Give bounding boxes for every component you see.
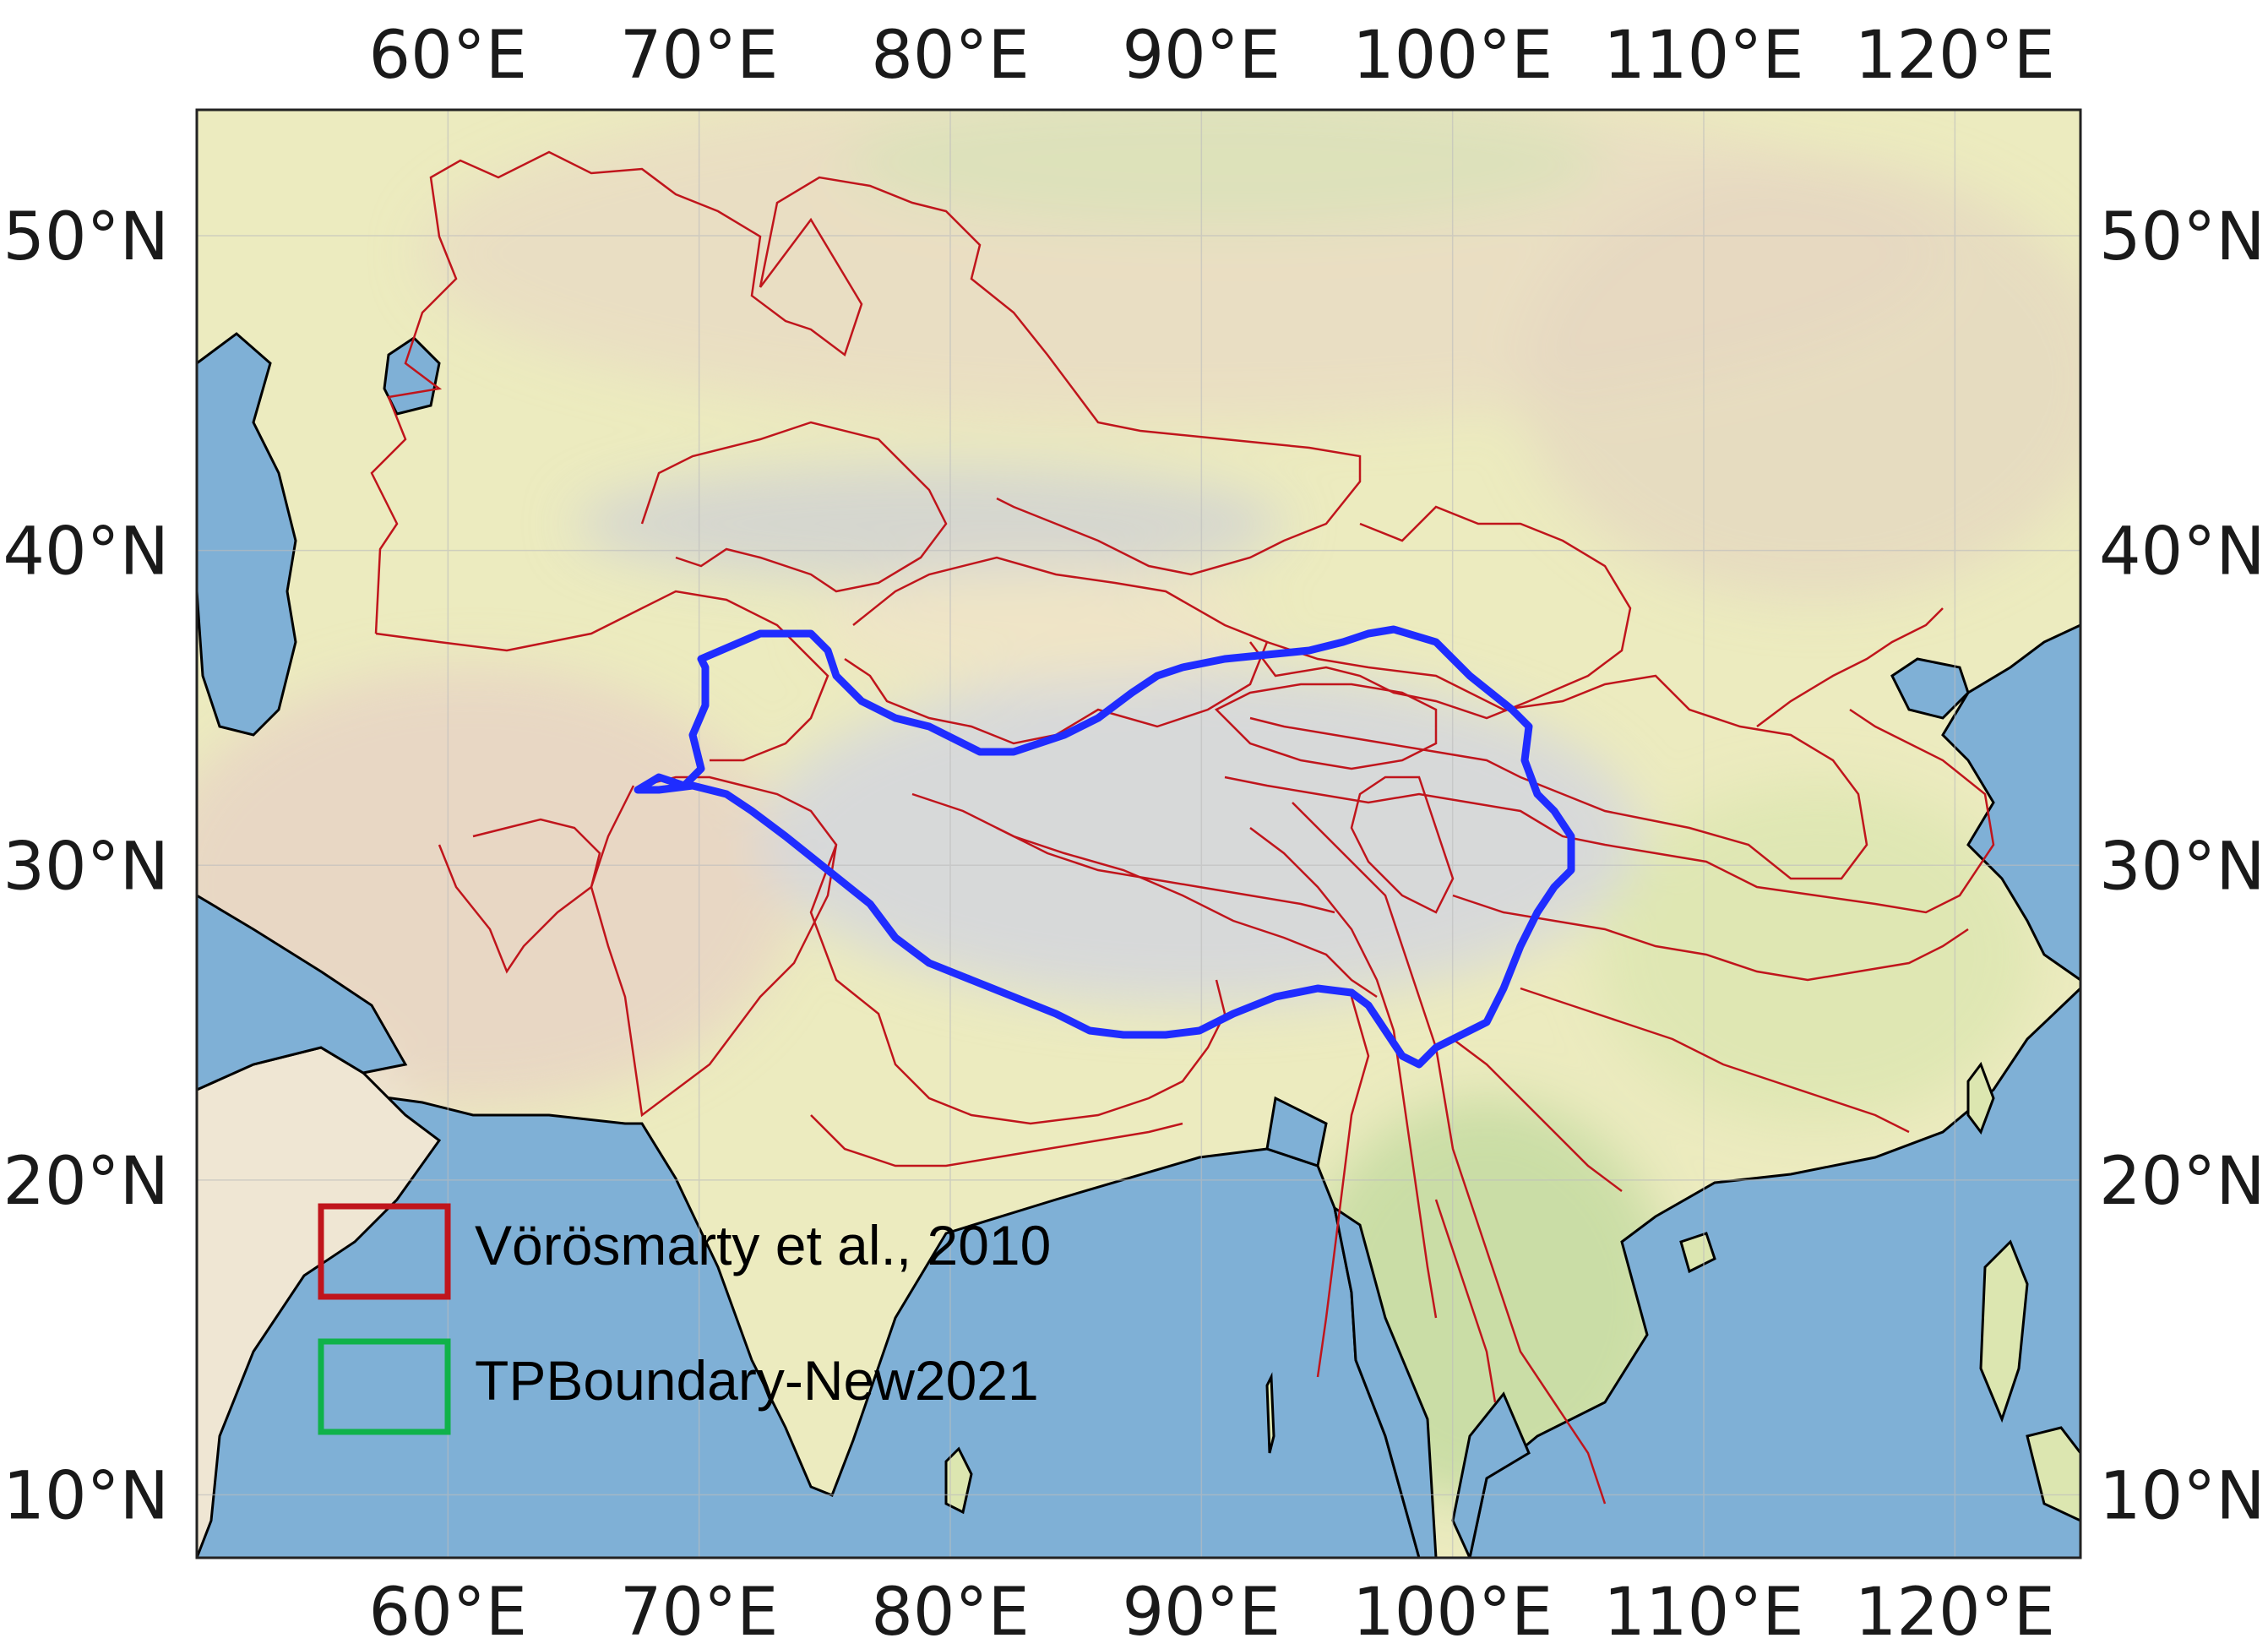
map-area [197,110,2080,1558]
siberia-forest-shade [845,110,1605,228]
oceans [197,332,2080,1558]
top-axis-labels: 60°E 70°E 80°E 90°E 100°E 110°E 120°E [369,18,2055,94]
basin-qaidam [1214,683,1438,770]
basin-red-river [1452,1038,1623,1192]
y-tick-label-right-50: 50°N [2099,199,2265,275]
x-tick-label-top-80: 80°E [871,18,1030,94]
basin-mekong [1292,802,1607,1505]
x-tick-label-bottom-80: 80°E [871,1575,1030,1649]
islands [944,1061,2080,1522]
andaman-islands [1265,1372,1275,1454]
map-frame [195,108,2082,1559]
y-tick-label-right-10: 10°N [2099,1458,2265,1534]
x-tick-label-top-70: 70°E [620,18,779,94]
bay-of-bengal [1265,1096,1328,1167]
basin-balkhash [640,421,948,593]
y-tick-label-right-20: 20°N [2099,1144,2265,1220]
legend-item-tpboundary: TPBoundary-New2021 [318,1338,1039,1435]
basin-yangtze-south [1452,894,1969,982]
basin-ganges [809,844,1226,1125]
luzon-island [1979,1239,2029,1423]
gridlines [197,110,2080,1558]
south-china-sea [1468,986,2080,1558]
caspian-sea [197,332,297,737]
basin-aral-north [370,150,863,634]
basin-yangtze [1224,708,1995,914]
left-axis-labels: 50°N 40°N 30°N 20°N 10°N [3,199,169,1534]
basin-salween [1249,827,1438,1319]
x-tick-label-top-60: 60°E [369,18,528,94]
x-tick-label-top-100: 100°E [1352,18,1553,94]
x-tick-label-top-90: 90°E [1123,18,1281,94]
bottom-axis-labels: 60°E 70°E 80°E 90°E 100°E 110°E 120°E [369,1575,2055,1649]
basin-amu-darya [375,590,829,762]
basin-hai [1756,607,1944,727]
andaman-sea [1332,1205,1438,1558]
philippines-islands [2026,1426,2080,1522]
tp-boundary-outline [634,625,1575,1069]
tarim-shade [819,566,1259,684]
basin-india-central [810,1114,1183,1167]
legend-swatch-vorosmarty [318,1203,451,1300]
basin-chao-phraya [1434,1199,1497,1403]
legend-label-vorosmarty: Vörösmarty et al., 2010 [475,1214,1051,1276]
basin-irrawaddy [1316,996,1370,1378]
basin-indus [590,776,838,1118]
x-tick-label-top-120: 120°E [1855,18,2055,94]
hainan-island [1679,1232,1716,1274]
x-tick-label-bottom-60: 60°E [369,1575,528,1649]
y-tick-label-left-30: 30°N [3,829,169,905]
basin-sichuan [1350,776,1455,914]
basin-boundaries [370,150,1995,1505]
basin-tarim [844,556,1269,745]
x-tick-label-bottom-70: 70°E [620,1575,779,1649]
basin-ob-irtysh [759,176,1362,576]
y-tick-label-left-40: 40°N [3,514,169,590]
bohai-sea [1890,657,1970,720]
south-china-forest-shade [1596,786,2036,1124]
y-tick-label-right-40: 40°N [2099,514,2265,590]
x-tick-label-bottom-100: 100°E [1352,1575,1553,1649]
legend: Vörösmarty et al., 2010 TPBoundary-New20… [318,1203,1051,1435]
x-tick-label-top-110: 110°E [1603,18,1803,94]
basin-pearl [1520,987,1910,1134]
right-axis-labels: 50°N 40°N 30°N 20°N 10°N [2099,199,2265,1534]
y-tick-label-right-30: 30°N [2099,829,2265,905]
persian-gulf [197,894,408,1091]
basin-yellow-river [1249,640,1868,880]
basin-yarlung [996,826,1335,914]
x-tick-label-bottom-120: 120°E [1855,1575,2055,1649]
legend-label-tpboundary: TPBoundary-New2021 [475,1349,1039,1412]
y-tick-label-left-10: 10°N [3,1458,169,1534]
x-tick-label-bottom-110: 110°E [1603,1575,1803,1649]
taiwan-island [1966,1061,1995,1135]
x-tick-label-bottom-90: 90°E [1123,1575,1281,1649]
basin-helmand [438,818,601,974]
y-tick-label-left-50: 50°N [3,199,169,275]
sri-lanka-island [944,1446,973,1515]
legend-swatch-tpboundary [318,1338,451,1435]
basin-mongolia-interior [1249,505,1632,720]
legend-item-vorosmarty: Vörösmarty et al., 2010 [318,1203,1051,1300]
tianshan-shade [574,465,1284,583]
east-china-sea-yellow-sea [1941,623,2080,982]
y-tick-label-left-20: 20°N [3,1144,169,1220]
mongolia-shade [1520,161,2080,600]
